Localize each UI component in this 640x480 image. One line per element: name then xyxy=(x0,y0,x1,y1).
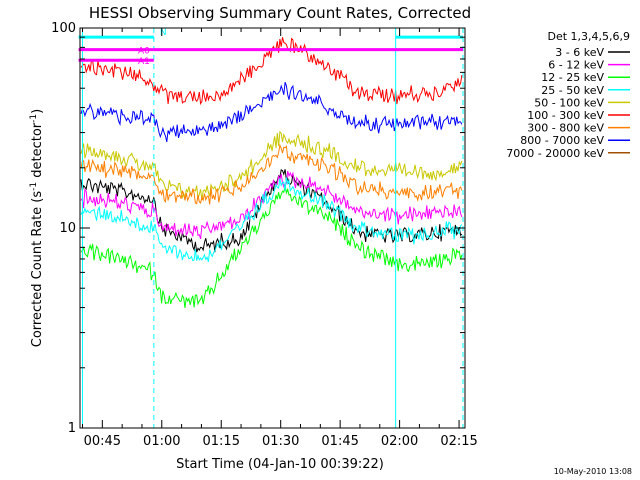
x-tick-label-5: 02:00 xyxy=(381,434,418,449)
legend-label-3: 25 - 50 keV xyxy=(541,84,604,97)
legend-label-4: 50 - 100 keV xyxy=(534,96,604,109)
annotation-label-N: N xyxy=(160,28,167,38)
series-line-5 xyxy=(80,37,463,106)
x-tick-label-2: 01:15 xyxy=(203,434,240,449)
series-line-3 xyxy=(80,177,463,262)
footer-timestamp: 10-May-2010 13:08 xyxy=(554,467,632,476)
legend-label-8: 7000 - 20000 keV xyxy=(506,147,604,160)
series-line-6 xyxy=(80,143,463,205)
x-axis: 00:45 01:00 01:15 01:30 01:45 02:00 02:15 xyxy=(82,28,478,449)
y-tick-label-0: 1 xyxy=(68,421,76,436)
x-tick-label-1: 01:00 xyxy=(143,434,180,449)
y-tick-label-1: 10 xyxy=(59,221,76,236)
legend-label-0: 3 - 6 keV xyxy=(555,46,604,59)
series-line-4 xyxy=(80,130,463,201)
x-tick-label-0: 00:45 xyxy=(84,434,121,449)
x-tick-label-4: 01:45 xyxy=(321,434,358,449)
annotation-label-A1: A1 xyxy=(138,57,150,67)
x-tick-label-6: 02:15 xyxy=(440,434,477,449)
series-line-1 xyxy=(80,170,463,240)
y-axis-label: Corrected Count Rate (s-1 detector-1) xyxy=(29,109,45,347)
legend-label-1: 6 - 12 keV xyxy=(548,59,604,72)
series-group xyxy=(80,37,463,309)
y-axis: 1 10 100 xyxy=(51,21,465,436)
legend-label-7: 800 - 7000 keV xyxy=(520,134,604,147)
legend-label-5: 100 - 300 keV xyxy=(527,109,604,122)
legend-label-2: 12 - 25 keV xyxy=(541,71,604,84)
chart-title: HESSI Observing Summary Count Rates, Cor… xyxy=(89,4,471,22)
series-line-0 xyxy=(80,169,463,253)
plot-frame xyxy=(79,27,466,429)
y-tick-label-2: 100 xyxy=(51,21,76,36)
series-line-2 xyxy=(80,185,463,309)
x-tick-label-3: 01:30 xyxy=(262,434,299,449)
legend-label-6: 300 - 800 keV xyxy=(527,122,604,135)
series-line-7 xyxy=(80,82,463,143)
legend-title: Det 1,3,4,5,6,9 xyxy=(547,30,630,43)
annotation-label-A0: A0 xyxy=(138,47,150,57)
x-axis-label: Start Time (04-Jan-10 00:39:22) xyxy=(176,457,384,472)
